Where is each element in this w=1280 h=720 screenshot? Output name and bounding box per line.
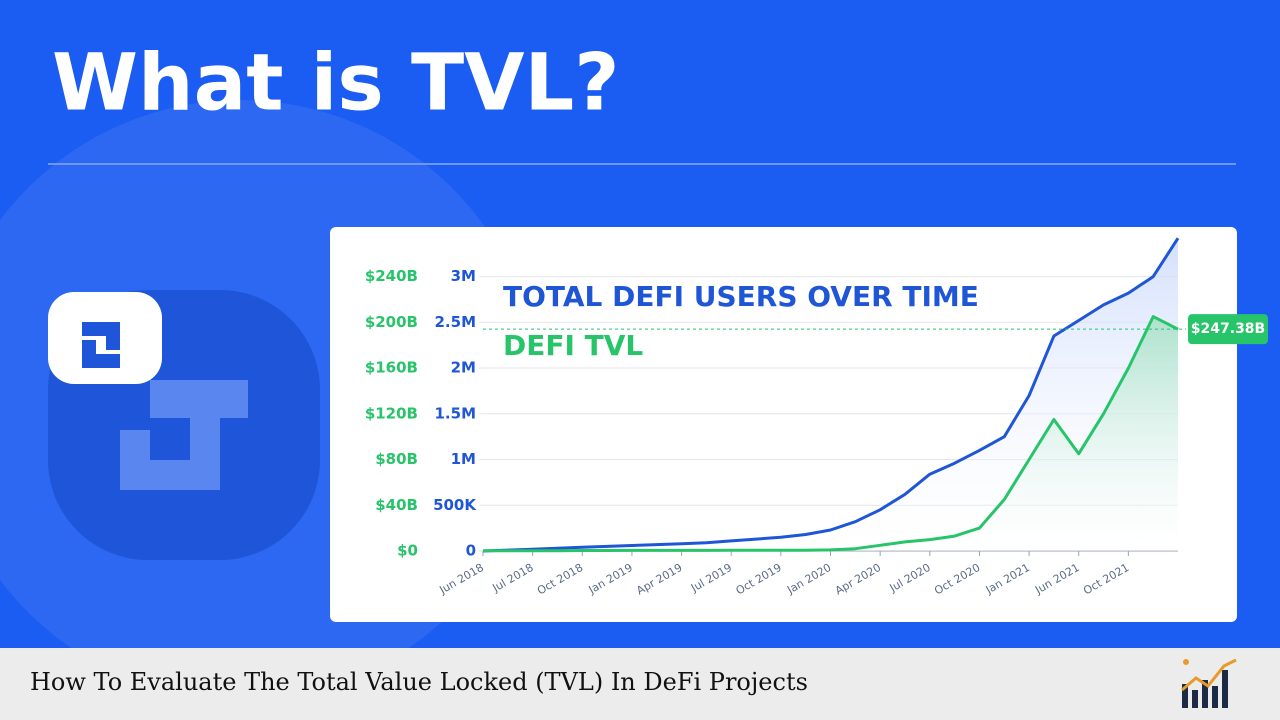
- chart: What is TVL? $0 $40B $80B $120B $160B $200B $2…: [0, 38, 1268, 648]
- y2-tick-label: 0: [466, 542, 476, 560]
- legend-entry: DEFI TVL: [503, 329, 643, 362]
- y-tick-label: $0: [397, 542, 418, 560]
- y2-tick-label: 3M: [451, 267, 476, 285]
- y2-tick-label: 2M: [451, 359, 476, 377]
- annotation-badge: [1188, 314, 1268, 345]
- y2-tick-label: 1M: [451, 450, 476, 468]
- footer-caption: How To Evaluate The Total Value Locked (…: [30, 668, 808, 696]
- footer-bar: [0, 648, 1280, 720]
- line: [482, 237, 1180, 553]
- y-tick-label: $160B: [365, 359, 418, 377]
- page-title: What is TVL?: [52, 38, 619, 128]
- y-tick-label: $240B: [365, 267, 418, 285]
- y-tick-label: $200B: [365, 313, 418, 331]
- y-tick-label: $120B: [365, 404, 418, 422]
- legend-entry: TOTAL DEFI USERS OVER TIME: [503, 280, 979, 313]
- annotation: $247.38B: [1191, 321, 1265, 337]
- area: [483, 316, 1178, 551]
- site-logo: [1181, 658, 1237, 708]
- y2-tick-label: 1.5M: [435, 404, 477, 422]
- y-tick-label: $40B: [375, 496, 418, 514]
- y2-tick-label: 500K: [433, 496, 477, 514]
- y-tick-label: $80B: [375, 450, 418, 468]
- line: [483, 315, 1179, 553]
- y2-tick-label: 2.5M: [435, 313, 477, 331]
- area: [483, 238, 1178, 551]
- logo-icon: [48, 290, 320, 560]
